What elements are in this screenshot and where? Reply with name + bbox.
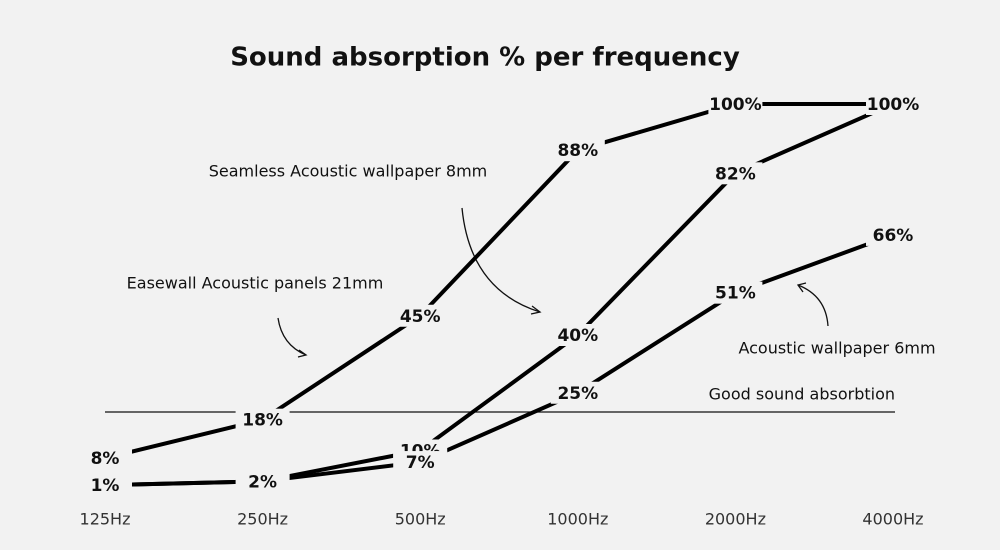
data-label: 51% [715,284,756,304]
data-label: 7% [406,453,435,473]
data-label-bg [708,93,763,115]
reference-label: Good sound absorbtion [709,385,895,404]
x-tick-label: 250Hz [237,510,288,529]
data-label: 100% [867,95,920,115]
data-label-group: 7% [393,451,448,474]
data-label-bg [78,447,132,470]
data-label: 45% [400,307,441,327]
data-label-group: 25% [550,381,605,404]
data-label-group: 2% [235,470,290,493]
data-label-group: 8% [78,447,132,470]
data-label-group: 1% [78,474,132,497]
data-label: 100% [709,95,762,115]
data-label-bg [235,470,290,493]
series-annotation: Acoustic wallpaper 6mm [738,339,935,358]
arrow-head [796,282,807,293]
data-label-group: 100% [866,93,920,115]
data-label: 2% [248,472,277,492]
x-tick-label: 1000Hz [547,510,608,529]
data-label-bg [708,162,763,185]
data-label-bg [393,304,448,327]
data-label: 8% [91,449,120,469]
data-label: 25% [557,384,598,404]
data-label-group: 88% [550,139,605,162]
x-tick-label: 2000Hz [705,510,766,529]
arrow [797,284,829,327]
data-label-bg [708,281,763,304]
data-label: 1% [91,476,120,496]
data-label-group: 51% [708,281,763,304]
data-label: 82% [715,164,756,184]
arrow [461,207,541,313]
data-label-group: 82% [708,162,763,185]
x-tick-label: 125Hz [80,510,131,529]
data-label-group: 45% [393,304,448,327]
data-label-bg [78,474,132,497]
series-annotation: Seamless Acoustic wallpaper 8mm [209,162,488,181]
arrow [277,317,307,356]
data-label: 66% [873,226,914,246]
arrow-head [530,305,542,315]
data-label-bg [866,223,920,246]
data-label: 40% [557,326,598,346]
data-label-group: 18% [235,408,290,431]
data-label-group: 40% [550,324,605,346]
annotation-arrows [277,207,829,358]
data-label-bg [235,408,290,431]
data-label: 18% [242,411,283,431]
data-label-bg [393,451,448,474]
data-label: 88% [557,141,598,161]
x-tick-label: 500Hz [395,510,446,529]
data-label-group: 100% [708,93,763,115]
data-label-bg [866,93,920,115]
chart-title: Sound absorption % per frequency [230,43,740,73]
series-annotation: Easewall Acoustic panels 21mm [127,274,384,293]
data-label-bg [550,139,605,162]
data-label-bg [550,381,605,404]
arrow-head [297,349,308,358]
data-label-bg [550,324,605,346]
data-label-group: 66% [866,223,920,246]
x-tick-label: 4000Hz [862,510,923,529]
